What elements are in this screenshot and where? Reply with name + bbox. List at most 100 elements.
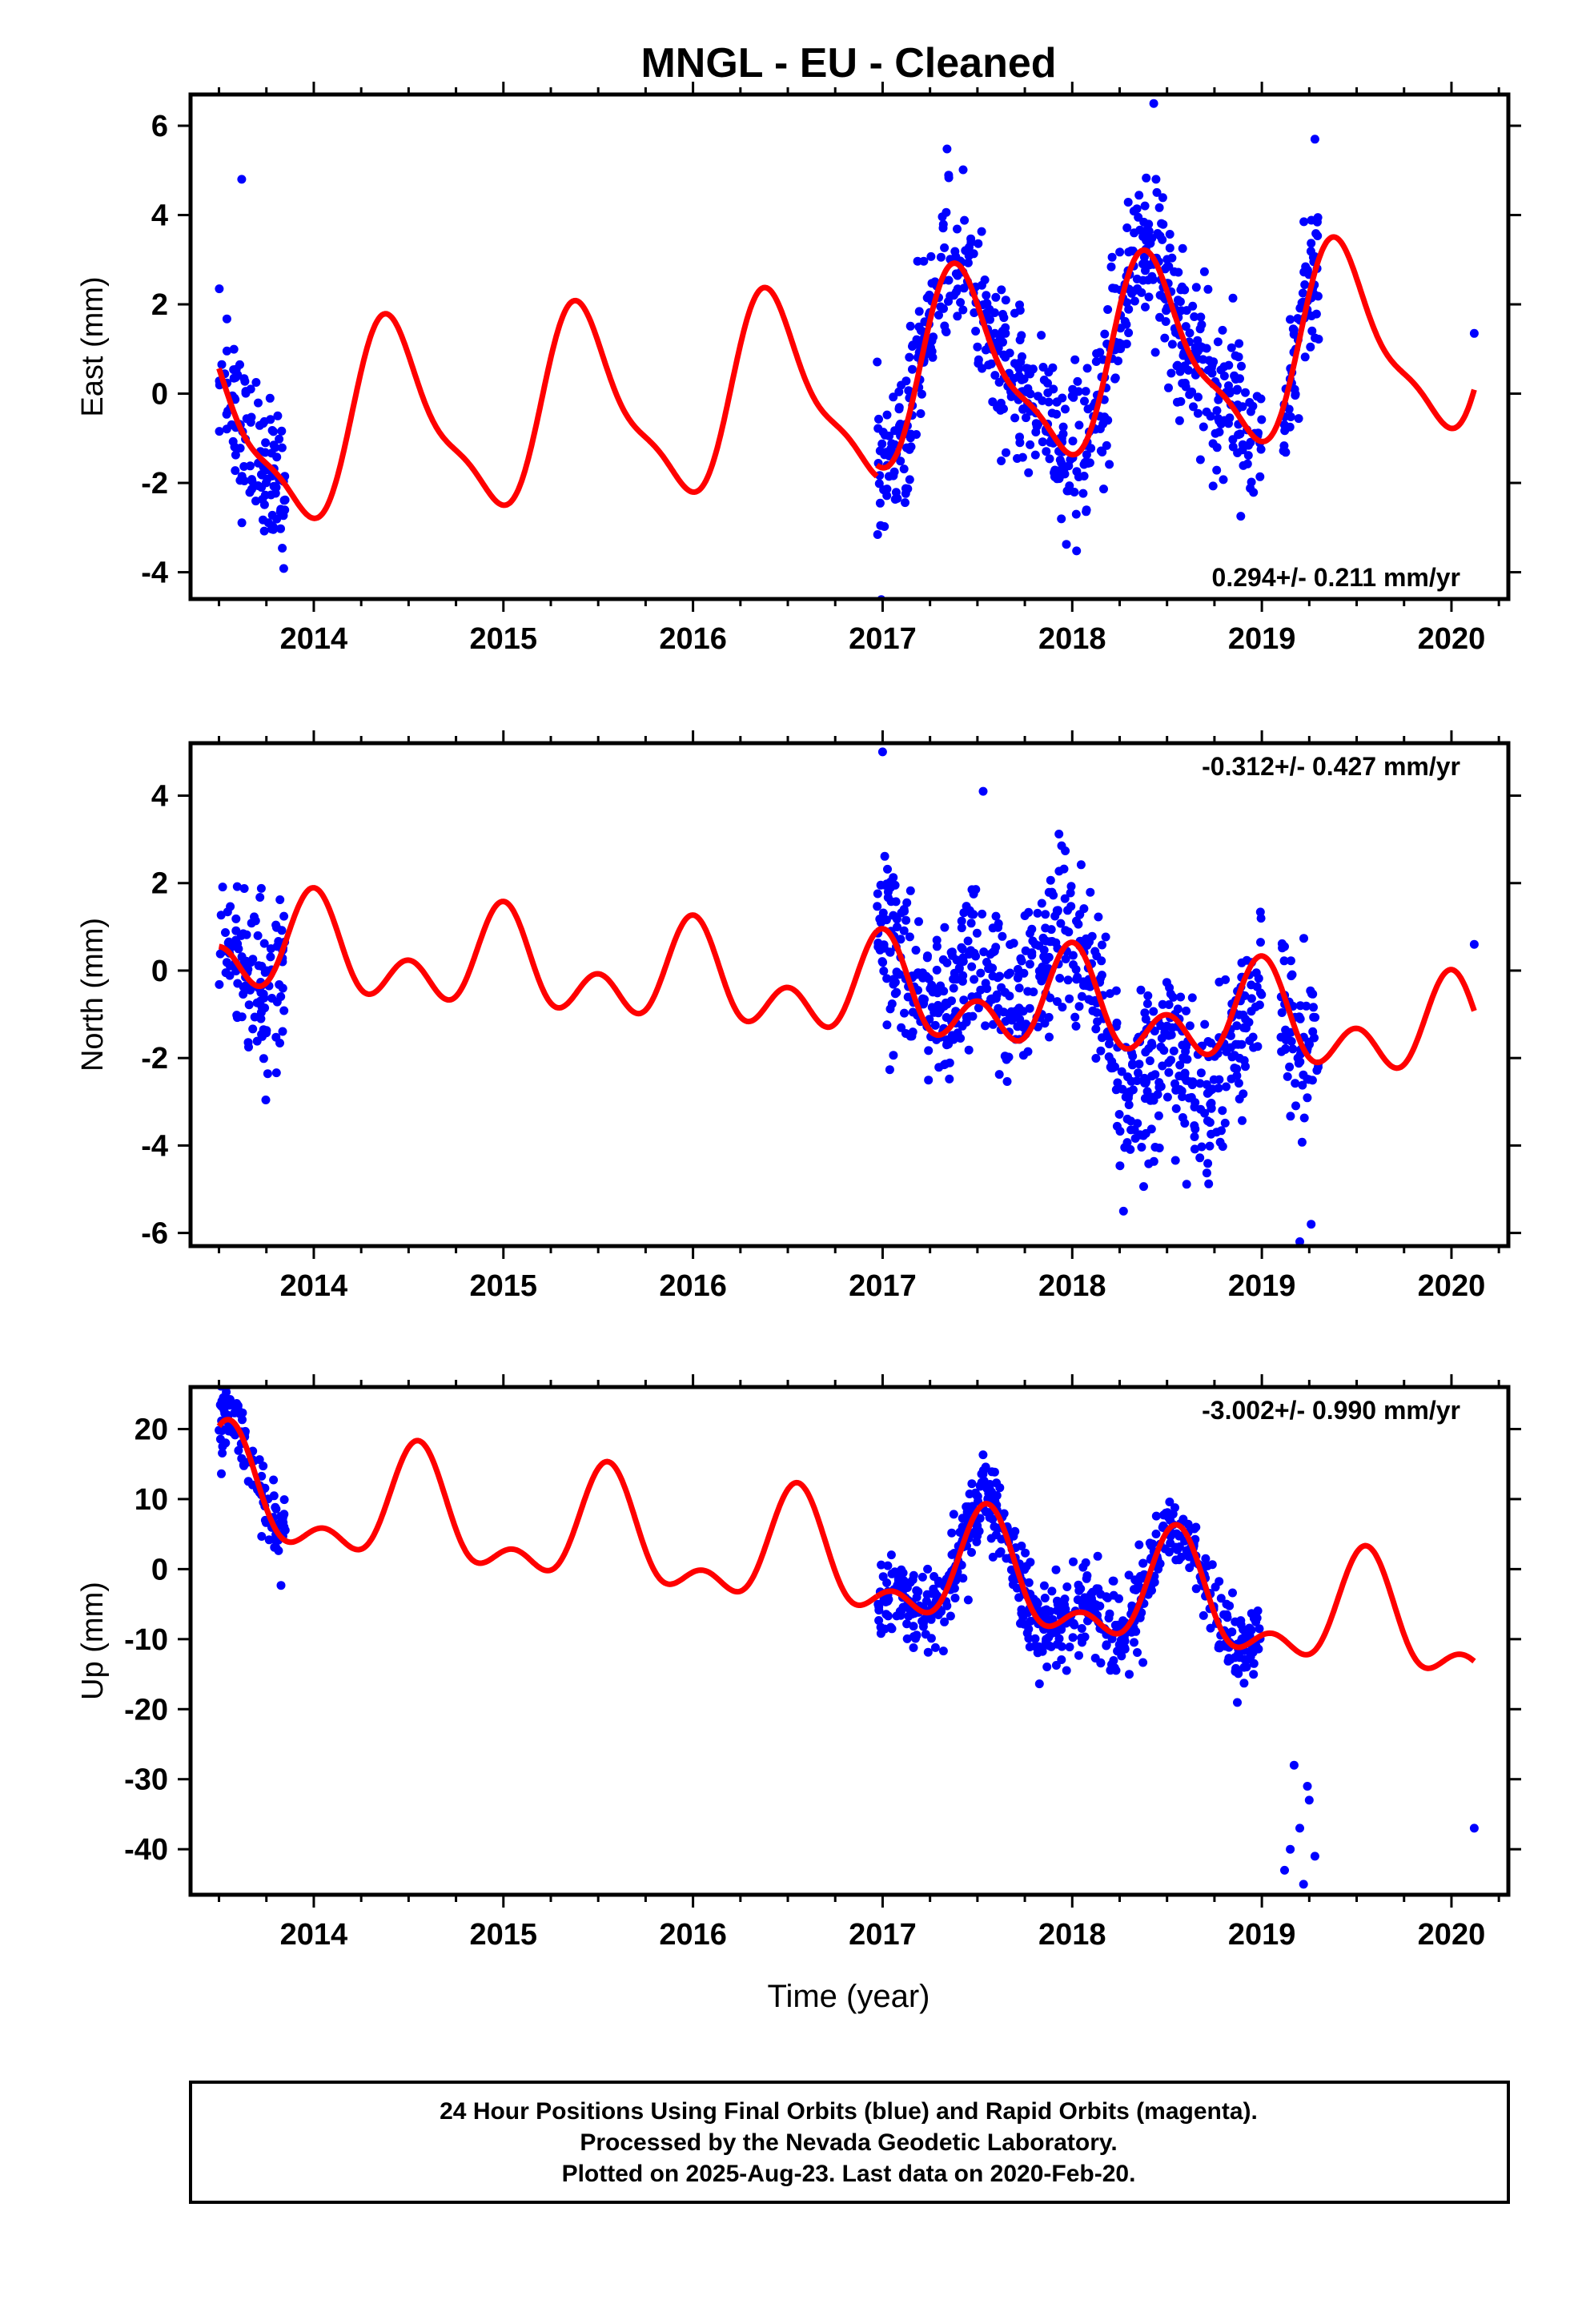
north-point bbox=[1128, 1059, 1138, 1068]
east-point bbox=[231, 466, 240, 476]
north-point bbox=[218, 883, 227, 892]
east-point bbox=[1054, 466, 1063, 476]
east-point bbox=[1039, 376, 1049, 384]
east-point bbox=[916, 409, 926, 418]
up-point bbox=[1134, 1540, 1144, 1550]
east-point bbox=[1249, 488, 1259, 497]
north-point bbox=[981, 1021, 990, 1031]
north-point bbox=[1091, 1024, 1101, 1034]
north-point bbox=[1039, 952, 1049, 961]
east-point bbox=[988, 397, 998, 407]
east-point bbox=[942, 144, 952, 154]
up-point bbox=[1168, 1510, 1178, 1519]
east-point bbox=[1231, 375, 1240, 384]
east-x-tick-label: 2019 bbox=[1228, 622, 1296, 656]
up-x-tick-label: 2018 bbox=[1038, 1918, 1106, 1952]
east-point bbox=[905, 321, 915, 331]
up-point bbox=[1206, 1623, 1215, 1633]
east-point bbox=[229, 344, 239, 354]
up-point bbox=[1125, 1670, 1134, 1679]
north-point bbox=[1082, 934, 1091, 943]
up-point bbox=[1138, 1558, 1148, 1568]
east-point bbox=[875, 498, 885, 508]
east-point bbox=[1191, 283, 1201, 292]
north-point bbox=[1299, 1070, 1308, 1080]
east-point bbox=[1178, 243, 1187, 253]
east-point bbox=[1017, 331, 1026, 340]
east-point bbox=[230, 442, 239, 452]
up-point bbox=[975, 1514, 985, 1523]
east-point bbox=[1213, 337, 1223, 347]
up-point bbox=[912, 1593, 921, 1602]
north-point bbox=[1114, 1110, 1124, 1119]
up-point bbox=[958, 1514, 967, 1523]
north-point bbox=[1159, 1046, 1169, 1055]
up-point bbox=[909, 1643, 918, 1652]
east-point bbox=[267, 426, 277, 435]
north-point bbox=[1294, 1059, 1303, 1068]
up-point bbox=[1113, 1647, 1122, 1656]
north-point bbox=[1027, 951, 1037, 960]
east-point bbox=[991, 292, 1001, 302]
north-point bbox=[1037, 976, 1046, 986]
up-model-curve bbox=[216, 1417, 879, 1608]
east-point bbox=[1092, 349, 1102, 358]
north-point bbox=[1206, 1100, 1215, 1109]
east-x-tick-label: 2014 bbox=[280, 622, 348, 656]
up-point bbox=[874, 1602, 884, 1611]
east-point bbox=[941, 327, 950, 336]
east-point bbox=[1286, 315, 1295, 324]
north-point bbox=[958, 953, 968, 963]
panel-east: 2014 2015 2016 2017 2018 2019 2020 -4 -2 0 2 4 6 East… bbox=[76, 82, 1521, 656]
north-point bbox=[1128, 1085, 1138, 1095]
east-point bbox=[905, 475, 914, 485]
up-point bbox=[1138, 1658, 1148, 1667]
up-point bbox=[1155, 1559, 1165, 1569]
north-point bbox=[1059, 864, 1069, 874]
north-point bbox=[970, 975, 979, 984]
north-point bbox=[1012, 1006, 1022, 1015]
east-point bbox=[1037, 331, 1046, 340]
east-point bbox=[927, 336, 937, 346]
east-point bbox=[1073, 376, 1082, 386]
east-point bbox=[277, 426, 287, 436]
north-point bbox=[1141, 1047, 1150, 1057]
north-point bbox=[1158, 999, 1167, 1009]
chart-title: MNGL - EU - Cleaned bbox=[640, 40, 1056, 86]
north-point bbox=[883, 887, 893, 897]
north-point bbox=[1054, 830, 1064, 838]
east-point bbox=[1038, 437, 1047, 447]
up-point bbox=[232, 1399, 242, 1408]
east-point bbox=[1068, 436, 1078, 446]
up-point bbox=[1166, 1538, 1175, 1548]
north-point bbox=[239, 990, 248, 999]
east-point bbox=[984, 360, 994, 370]
north-y-tick-label: 0 bbox=[151, 955, 168, 988]
north-point bbox=[231, 914, 241, 923]
north-point bbox=[1256, 938, 1265, 947]
east-point bbox=[277, 443, 287, 452]
up-point bbox=[257, 1532, 267, 1541]
east-point bbox=[1173, 360, 1182, 370]
up-point bbox=[1201, 1554, 1211, 1563]
north-point bbox=[922, 953, 932, 963]
east-point bbox=[265, 393, 275, 403]
up-point bbox=[902, 1619, 912, 1629]
east-point bbox=[894, 387, 904, 396]
east-point bbox=[913, 256, 922, 266]
east-point bbox=[1307, 239, 1316, 248]
up-point bbox=[1223, 1656, 1233, 1666]
east-y-tick-label: 0 bbox=[151, 378, 168, 412]
north-point bbox=[1137, 1143, 1146, 1152]
north-y-tick-label: -4 bbox=[141, 1129, 168, 1163]
up-point bbox=[975, 1481, 985, 1490]
east-point bbox=[1124, 304, 1134, 314]
north-point bbox=[887, 999, 897, 1008]
north-point bbox=[1066, 902, 1076, 911]
east-point bbox=[1074, 387, 1083, 396]
east-point bbox=[1100, 329, 1110, 339]
up-point bbox=[215, 1425, 224, 1435]
north-point bbox=[896, 935, 905, 944]
east-point bbox=[1110, 373, 1120, 383]
east-point bbox=[996, 405, 1006, 415]
